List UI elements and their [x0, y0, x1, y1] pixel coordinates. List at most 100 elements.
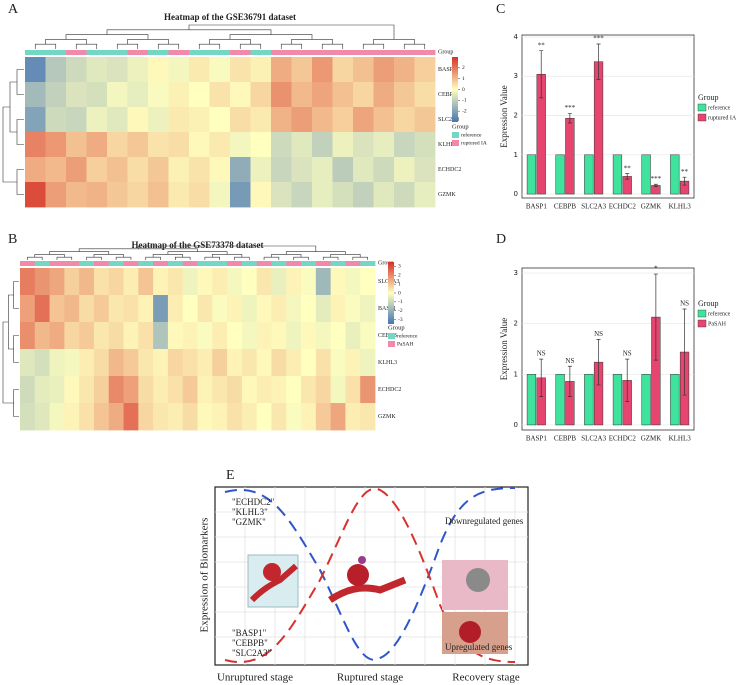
heatmap-cell: [209, 182, 231, 208]
row-label: BASP1: [438, 67, 456, 73]
heatmap-cell: [127, 157, 149, 183]
heatmap-cell: [332, 157, 354, 183]
heatmap-cell: [34, 403, 50, 431]
heatmap-cell: [148, 107, 169, 133]
heatmap-cell: [315, 403, 332, 431]
down-curve: [224, 487, 516, 661]
dendrogram: [49, 251, 110, 255]
heatmap-cell: [250, 57, 272, 83]
group-cell: [123, 261, 139, 266]
heatmap-cell: [153, 349, 169, 377]
diagram: Expression of Biomarkers "ECHDC2" "KLHL3…: [199, 486, 529, 684]
heatmap-cell: [167, 376, 184, 404]
group-cell: [250, 50, 272, 55]
heatmap-cell: [20, 403, 36, 431]
row-label: CEBPB: [378, 333, 397, 339]
heatmap-cell: [138, 295, 154, 323]
annotation-label: Group: [378, 260, 393, 266]
dendrogram: [352, 256, 368, 260]
heatmap-cell: [330, 322, 346, 350]
legend-swatch: [697, 309, 707, 318]
heatmap-cell: [212, 268, 228, 296]
heatmap-cell: [148, 57, 169, 83]
legend-title: Group: [698, 93, 718, 102]
heatmap-cell: [286, 322, 302, 350]
heatmap-cell: [353, 157, 374, 183]
group-cell: [212, 261, 228, 266]
dendrogram: [152, 254, 184, 258]
heatmap-cell: [138, 376, 154, 404]
heatmap-cell: [332, 82, 354, 108]
group-cell: [312, 50, 333, 55]
heatmap-cell: [209, 157, 231, 183]
heatmap-cell: [45, 132, 67, 158]
bar: [670, 374, 680, 426]
heatmap-cell: [107, 182, 128, 208]
heatmap-cell: [209, 107, 231, 133]
heatmap-cell: [167, 322, 184, 350]
heatmap-cell: [20, 268, 36, 296]
group-cell: [167, 261, 184, 266]
significance-label: ***: [593, 35, 604, 43]
heatmap-cell: [373, 57, 395, 83]
heatmap-cell: [168, 157, 190, 183]
heatmap-cell: [271, 376, 287, 404]
heatmap-cell: [93, 349, 110, 377]
heatmap-cell: [360, 322, 376, 350]
heatmap-cell: [345, 403, 361, 431]
heatmap-cell: [49, 322, 65, 350]
heatmap-cell: [108, 403, 124, 431]
legend-label: reference: [397, 332, 418, 339]
dendrogram: [56, 256, 73, 260]
heatmap-cell: [123, 349, 139, 377]
heatmap-cell: [86, 57, 108, 83]
heatmap-cell: [315, 268, 332, 296]
heatmap-cell: [197, 376, 213, 404]
colorbar-label: 1: [462, 76, 465, 82]
down-label: Downregulated genes: [445, 516, 524, 526]
heatmap-cell: [373, 82, 395, 108]
group-cell: [64, 261, 80, 266]
row-label: GZMK: [378, 414, 396, 420]
heatmap-cell: [230, 57, 251, 83]
error-bar: [682, 176, 687, 186]
x-tick-label: BASP1: [526, 435, 548, 443]
chart-title: Heatmap of the GSE36791 dataset: [164, 12, 296, 22]
heatmap-cell: [286, 403, 302, 431]
heatmap-cell: [209, 57, 231, 83]
heatmap-cell: [123, 403, 139, 431]
heatmap-cell: [271, 132, 292, 158]
up-curve: [224, 487, 516, 663]
error-bar: [596, 339, 601, 386]
heatmap-cell: [168, 132, 190, 158]
bar: [526, 374, 537, 426]
dendrogram: [16, 69, 24, 95]
group-cell: [182, 261, 198, 266]
group-cell: [345, 261, 361, 266]
heatmap-cell: [66, 132, 87, 158]
legend-label: reference: [708, 310, 731, 317]
dendrogram: [373, 39, 415, 45]
stage-label: Recovery stage: [452, 672, 520, 684]
heatmap-cell: [107, 107, 128, 133]
group-cell: [330, 261, 346, 266]
legend-label: ruptured IA: [461, 140, 487, 146]
heatmap-cell: [256, 295, 272, 323]
y-axis-label: Expression Value: [499, 85, 509, 148]
bar: [555, 154, 565, 195]
heatmap-cell: [138, 349, 154, 377]
x-tick-label: SLC2A3: [581, 435, 606, 443]
heatmap-cell: [291, 82, 313, 108]
heatmap-cell: [127, 132, 149, 158]
heatmap-cell: [360, 268, 376, 296]
dendrogram: [75, 43, 98, 49]
row-label: CEBPB: [438, 92, 457, 98]
heatmap-cell: [230, 157, 251, 183]
dendrogram: [13, 389, 19, 417]
heatmap-cell: [49, 268, 65, 296]
group-cell: [301, 261, 317, 266]
group-cell: [291, 50, 313, 55]
heatmap-cell: [86, 82, 108, 108]
legend-title: Group: [452, 123, 469, 130]
significance-label: ***: [565, 104, 576, 112]
